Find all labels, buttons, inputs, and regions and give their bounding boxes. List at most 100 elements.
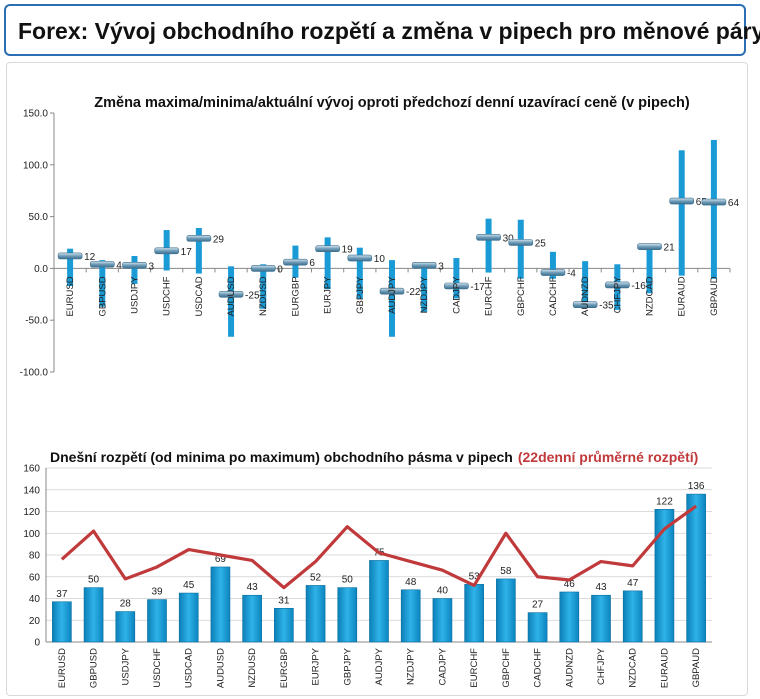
current-marker bbox=[637, 243, 662, 250]
bar-value-label: 53 bbox=[469, 571, 481, 582]
category-label: USDCHF bbox=[152, 648, 163, 688]
category-label: GBPAUD bbox=[709, 276, 720, 316]
value-label: 25 bbox=[535, 239, 547, 250]
category-label: NZDJPY bbox=[419, 276, 430, 314]
value-label: 4 bbox=[116, 260, 122, 271]
category-label: GBPJPY bbox=[355, 276, 366, 314]
range-bar bbox=[99, 260, 106, 307]
category-label: GBPCHF bbox=[501, 648, 512, 688]
category-label: CADJPY bbox=[437, 647, 448, 685]
category-label: EURUSD bbox=[65, 276, 76, 316]
category-label: GBPJPY bbox=[342, 647, 353, 685]
bar-value-label: 45 bbox=[183, 580, 195, 591]
value-label: 3 bbox=[438, 261, 444, 272]
category-label: EURCHF bbox=[469, 648, 480, 688]
category-label: EURCHF bbox=[484, 276, 495, 316]
chart2-y-tick-label: 100 bbox=[23, 529, 40, 540]
range-bar bbox=[210, 566, 231, 643]
header-box: Forex: Vývoj obchodního rozpětí a změna … bbox=[4, 4, 760, 56]
category-label: USDCAD bbox=[194, 276, 205, 316]
range-bar bbox=[582, 261, 589, 308]
range-bar bbox=[432, 598, 453, 643]
range-bar bbox=[421, 263, 428, 312]
chart1-y-tick-label: -100.0 bbox=[20, 368, 49, 379]
chart2-y-tick-label: 20 bbox=[29, 616, 41, 627]
value-label: 0 bbox=[277, 264, 283, 275]
current-marker bbox=[379, 287, 405, 295]
chart1-y-tick-label: 100.0 bbox=[23, 160, 48, 171]
bar-value-label: 39 bbox=[151, 587, 163, 598]
category-label: CADJPY bbox=[451, 276, 462, 314]
value-label: 65 bbox=[696, 197, 708, 208]
bar-value-label: 40 bbox=[437, 586, 449, 597]
range-bar bbox=[559, 591, 580, 643]
range-bar bbox=[389, 260, 395, 337]
category-label: NZDCAD bbox=[645, 276, 656, 316]
chart2-title-main: Dnešní rozpětí (od minima po maximum) ob… bbox=[50, 449, 513, 465]
range-bar bbox=[622, 590, 643, 643]
category-label: AUDJPY bbox=[374, 647, 385, 685]
value-label: -22 bbox=[406, 287, 421, 298]
category-label: AUDUSD bbox=[215, 648, 226, 688]
category-label: GBPUSD bbox=[97, 276, 108, 316]
value-label: 17 bbox=[181, 247, 193, 258]
range-bar bbox=[549, 251, 556, 279]
chart2-title-highlight: (22denní průměrné rozpětí) bbox=[518, 449, 698, 465]
value-label: 10 bbox=[374, 254, 386, 265]
range-bar bbox=[356, 247, 363, 299]
range-bar bbox=[453, 258, 460, 299]
bar-value-label: 48 bbox=[405, 577, 417, 588]
category-label: EURJPY bbox=[311, 647, 322, 685]
category-label: AUDNZD bbox=[564, 648, 575, 688]
range-bar bbox=[274, 607, 294, 643]
value-label: 64 bbox=[728, 198, 740, 209]
category-label: GBPCHF bbox=[516, 276, 527, 316]
current-marker bbox=[89, 260, 115, 268]
current-marker bbox=[701, 198, 727, 206]
value-label: 3 bbox=[148, 261, 154, 272]
range-bar bbox=[369, 560, 389, 643]
range-bar bbox=[496, 578, 516, 643]
range-bar bbox=[710, 139, 717, 279]
range-bar bbox=[646, 244, 653, 294]
current-marker bbox=[572, 301, 598, 308]
range-bar bbox=[654, 509, 675, 643]
current-marker bbox=[57, 252, 83, 260]
range-bar bbox=[527, 612, 548, 643]
category-label: EURGBP bbox=[290, 276, 301, 316]
current-marker bbox=[315, 245, 340, 253]
charts-panel bbox=[6, 62, 748, 696]
chart2-y-tick-label: 40 bbox=[29, 594, 41, 605]
category-label: GBPAUD bbox=[691, 648, 702, 688]
current-marker bbox=[283, 258, 308, 266]
chart1-y-tick-label: 50.0 bbox=[29, 212, 49, 223]
range-bar bbox=[195, 227, 202, 274]
pip-change-chart: Změna maxima/minima/aktuální vývoj oprot… bbox=[20, 95, 740, 379]
range-bar bbox=[400, 589, 421, 643]
category-label: AUDUSD bbox=[226, 276, 237, 316]
category-label: NZDJPY bbox=[406, 647, 417, 685]
range-bar bbox=[485, 218, 492, 273]
value-label: 12 bbox=[84, 252, 96, 263]
current-marker bbox=[347, 254, 373, 262]
bar-value-label: 50 bbox=[342, 575, 354, 586]
bar-value-label: 37 bbox=[56, 589, 68, 600]
current-marker bbox=[186, 235, 212, 242]
current-marker bbox=[508, 239, 534, 246]
chart2-y-tick-label: 120 bbox=[23, 507, 40, 518]
range-bar bbox=[686, 493, 706, 643]
current-marker bbox=[218, 290, 244, 298]
category-label: CHFJPY bbox=[596, 647, 607, 685]
current-marker bbox=[669, 197, 695, 205]
range-bar bbox=[591, 594, 611, 643]
range-bar bbox=[67, 248, 74, 287]
value-label: -16 bbox=[631, 281, 646, 292]
range-bar bbox=[178, 592, 199, 643]
chart2-y-tick-label: 160 bbox=[23, 464, 40, 475]
chart2-y-tick-label: 80 bbox=[29, 551, 41, 562]
current-marker bbox=[605, 281, 630, 289]
category-label: USDCHF bbox=[162, 276, 173, 316]
category-label: EURJPY bbox=[323, 276, 334, 314]
bar-value-label: 69 bbox=[215, 554, 227, 565]
